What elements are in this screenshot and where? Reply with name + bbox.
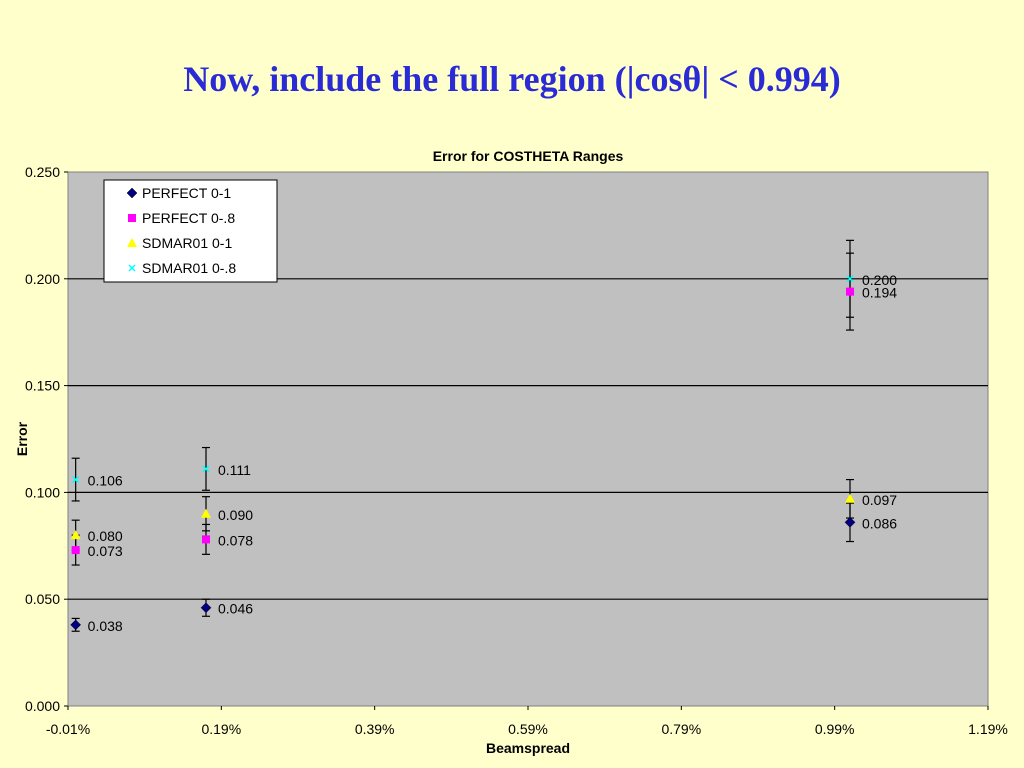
x-tick-label: 0.39% — [355, 721, 395, 737]
data-point — [202, 465, 210, 473]
x-tick-label: 0.19% — [201, 721, 241, 737]
data-label: 0.097 — [862, 492, 897, 508]
chart-title: Error for COSTHETA Ranges — [433, 148, 624, 164]
x-axis-label: Beamspread — [486, 740, 570, 756]
data-point — [202, 535, 210, 544]
data-label: 0.080 — [88, 528, 123, 544]
data-label: 0.106 — [88, 473, 123, 489]
legend-entry: PERFECT 0-.8 — [142, 210, 235, 226]
legend-marker — [128, 264, 136, 272]
y-tick-label: 0.100 — [25, 484, 60, 500]
x-tick-label: 1.19% — [968, 721, 1008, 737]
data-label: 0.200 — [862, 272, 897, 288]
data-label: 0.111 — [218, 462, 251, 478]
x-tick-label: 0.99% — [815, 721, 855, 737]
y-tick-label: 0.200 — [25, 271, 60, 287]
legend-entry: SDMAR01 0-.8 — [142, 260, 236, 276]
data-label: 0.078 — [218, 532, 253, 548]
data-label: 0.038 — [88, 618, 123, 634]
data-point — [844, 516, 856, 528]
legend-marker — [128, 214, 136, 222]
y-tick-label: 0.150 — [25, 378, 60, 394]
x-tick-label: 0.79% — [661, 721, 701, 737]
legend-marker — [127, 238, 137, 247]
data-point — [70, 619, 82, 631]
legend-marker — [126, 187, 138, 199]
data-point — [846, 275, 854, 283]
data-label: 0.086 — [862, 515, 897, 531]
y-axis-label: Error — [14, 421, 30, 456]
data-label: 0.194 — [862, 285, 897, 301]
data-label: 0.073 — [88, 543, 123, 559]
y-tick-label: 0.000 — [25, 698, 60, 714]
x-tick-label: -0.01% — [46, 721, 90, 737]
data-point — [200, 602, 212, 614]
y-tick-label: 0.250 — [25, 164, 60, 180]
data-label: 0.090 — [218, 507, 253, 523]
slide-title: Now, include the full region (|cosθ| < 0… — [183, 59, 841, 99]
data-point — [71, 546, 80, 555]
legend-entry: SDMAR01 0-1 — [142, 235, 232, 251]
data-point — [70, 530, 81, 540]
y-tick-label: 0.050 — [25, 591, 60, 607]
data-point — [845, 493, 855, 503]
data-label: 0.046 — [218, 601, 253, 617]
data-point — [201, 508, 211, 518]
data-point — [72, 476, 80, 484]
x-tick-label: 0.59% — [508, 721, 548, 737]
data-point — [846, 287, 854, 296]
legend-entry: PERFECT 0-1 — [142, 185, 231, 201]
